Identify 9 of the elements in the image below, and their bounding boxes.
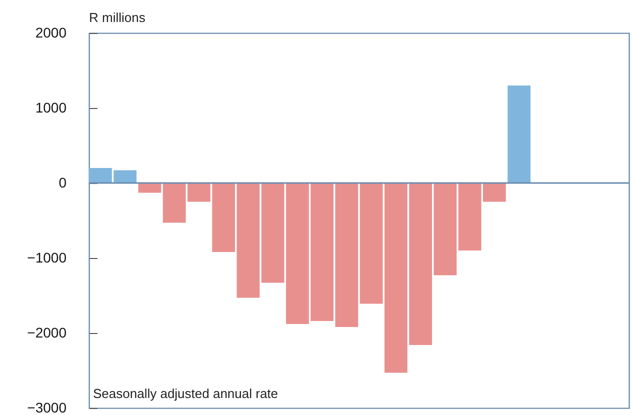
bar (508, 86, 531, 183)
y-tick-label: −3000 (27, 400, 67, 415)
y-axis-title: R millions (89, 10, 146, 25)
y-tick-label: 1000 (35, 100, 67, 116)
annotation: Seasonally adjusted annual rate (93, 386, 278, 401)
y-tick-label: −2000 (27, 324, 67, 340)
y-tick-label: 0 (58, 174, 67, 190)
y-tick-label: −1000 (27, 250, 67, 266)
y-tick-label: 2000 (35, 24, 67, 40)
